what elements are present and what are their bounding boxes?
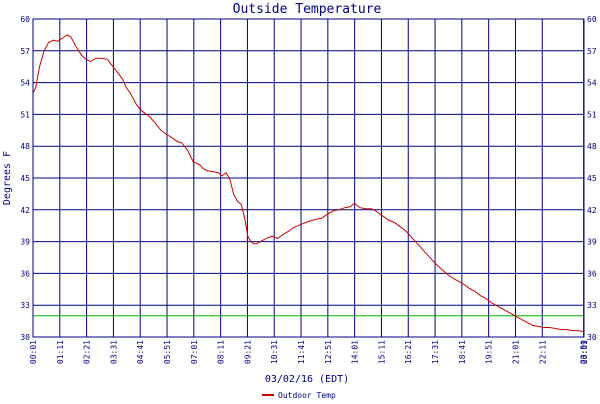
x-tick-label: 22:11 (538, 340, 547, 364)
y-tick-label-right: 39 (587, 238, 597, 247)
x-tick-label: 01:11 (56, 340, 65, 364)
y-tick-label-right: 57 (587, 47, 597, 56)
x-tick-label: 18:41 (458, 340, 467, 364)
x-tick-label: 02:21 (83, 340, 92, 364)
y-tick-label-left: 36 (20, 269, 30, 278)
x-tick-label: 17:31 (431, 340, 440, 364)
y-tick-label-left: 51 (20, 110, 30, 119)
x-tick-label: 23:59 (580, 340, 589, 364)
legend: Outdoor Temp (262, 391, 336, 400)
plot-frame (32, 18, 585, 338)
x-tick-label: 03:31 (109, 340, 118, 364)
x-tick-label: 00:01 (580, 340, 589, 364)
y-tick-label-left: 33 (20, 301, 30, 310)
x-tick-label: 15:11 (377, 340, 386, 364)
y-tick-label-right: 54 (587, 79, 597, 88)
x-tick-label: 07:01 (190, 340, 199, 364)
x-tick-label: 21:01 (511, 340, 520, 364)
x-tick-label: 09:21 (243, 340, 252, 364)
y-axis-title: Degrees F (2, 151, 13, 205)
x-tick-label: 00:01 (29, 340, 38, 364)
x-tick-label: 12:51 (324, 340, 333, 364)
y-tick-label-right: 51 (587, 110, 597, 119)
x-tick-label: 10:31 (270, 340, 279, 364)
x-axis-title: 03/02/16 (EDT) (265, 374, 349, 385)
chart-title: Outside Temperature (233, 2, 382, 17)
series-line-outdoor-temp (32, 34, 585, 333)
y-tick-label-left: 45 (20, 174, 30, 183)
y-tick-label-right: 30 (587, 333, 597, 342)
y-tick-label-left: 57 (20, 47, 30, 56)
y-axis-right: 30 33 36 39 42 45 48 51 54 57 60 (587, 15, 597, 342)
y-tick-label-right: 45 (587, 174, 597, 183)
y-tick-label-right: 60 (587, 15, 597, 24)
x-tick-label: 04:41 (136, 340, 145, 364)
y-tick-label-right: 42 (587, 206, 597, 215)
y-tick-label-left: 54 (20, 79, 30, 88)
y-tick-label-left: 42 (20, 206, 30, 215)
series-layer (32, 34, 585, 333)
x-tick-label: 14:01 (351, 340, 360, 364)
y-tick-label-right: 36 (587, 269, 597, 278)
x-axis: 00:01 01:11 02:21 03:31 04:41 05:51 07:01 08:11… (29, 340, 589, 364)
y-tick-label-right: 48 (587, 142, 597, 151)
y-tick-label-left: 30 (20, 333, 30, 342)
y-tick-label-left: 48 (20, 142, 30, 151)
x-tick-label: 19:51 (485, 340, 494, 364)
y-tick-label-right: 33 (587, 301, 597, 310)
x-tick-label: 11:41 (297, 340, 306, 364)
legend-label: Outdoor Temp (278, 391, 336, 400)
x-tick-label: 16:21 (404, 340, 413, 364)
y-tick-label-left: 60 (20, 15, 30, 24)
y-axis-left: 30 33 36 39 42 45 48 51 54 57 60 (20, 15, 30, 342)
y-tick-label-left: 39 (20, 238, 30, 247)
grid-layer (32, 18, 585, 338)
x-tick-label: 05:51 (163, 340, 172, 364)
x-tick-label: 08:11 (217, 340, 226, 364)
